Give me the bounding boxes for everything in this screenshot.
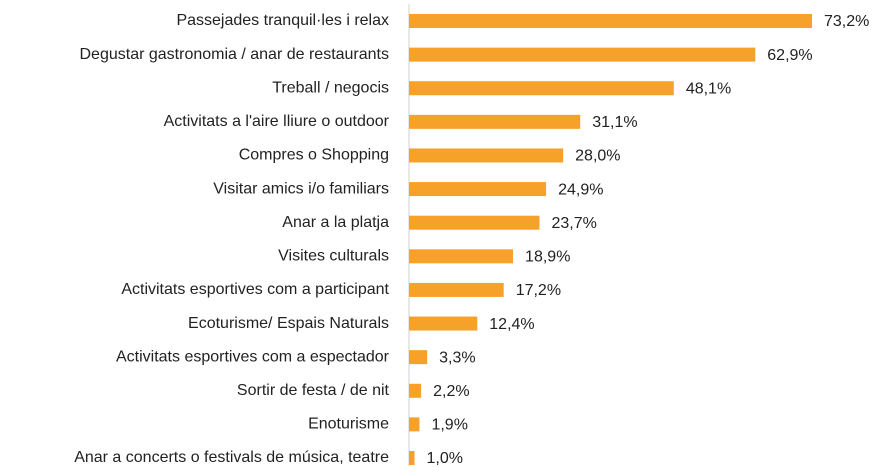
value-label: 23,7% bbox=[551, 215, 596, 232]
category-label: Activitats a l'aire lliure o outdoor bbox=[164, 113, 390, 130]
value-label: 31,1% bbox=[592, 114, 637, 131]
value-label: 18,9% bbox=[525, 249, 570, 266]
value-label: 12,4% bbox=[489, 316, 534, 333]
bar bbox=[409, 417, 420, 432]
bar bbox=[409, 249, 514, 264]
category-label: Treball / negocis bbox=[272, 79, 389, 96]
bar bbox=[409, 47, 756, 62]
bar bbox=[409, 14, 812, 28]
bar bbox=[409, 451, 415, 465]
category-label: Visites culturals bbox=[278, 248, 389, 265]
bar bbox=[409, 114, 581, 129]
bar bbox=[409, 215, 540, 230]
category-label: Ecoturisme/ Espais Naturals bbox=[188, 315, 389, 332]
category-label: Activitats esportives com a espectador bbox=[116, 348, 390, 365]
value-label: 1,9% bbox=[431, 417, 467, 434]
value-label: 73,2% bbox=[824, 13, 869, 30]
value-label: 2,2% bbox=[433, 383, 469, 400]
category-label: Compres o Shopping bbox=[239, 147, 389, 164]
value-label: 1,0% bbox=[427, 450, 463, 467]
bar bbox=[409, 350, 428, 365]
value-label: 62,9% bbox=[767, 47, 812, 64]
category-label: Anar a la platja bbox=[282, 214, 389, 231]
category-label: Anar a concerts o festivals de música, t… bbox=[74, 449, 389, 466]
bar bbox=[409, 383, 422, 398]
value-label: 24,9% bbox=[558, 181, 603, 198]
category-label: Sortir de festa / de nit bbox=[237, 382, 390, 399]
bar bbox=[409, 282, 504, 297]
value-label: 17,2% bbox=[516, 282, 561, 299]
category-label: Enoturisme bbox=[308, 416, 389, 433]
value-label: 48,1% bbox=[686, 80, 731, 97]
bar bbox=[409, 316, 478, 331]
value-label: 28,0% bbox=[575, 148, 620, 165]
bar bbox=[409, 148, 564, 163]
bar bbox=[409, 182, 547, 197]
category-label: Passejades tranquil·les i relax bbox=[176, 12, 389, 29]
value-label: 3,3% bbox=[439, 349, 475, 366]
category-label: Degustar gastronomia / anar de restauran… bbox=[80, 46, 390, 63]
category-label: Visitar amics i/o familiars bbox=[213, 180, 389, 197]
category-label: Activitats esportives com a participant bbox=[121, 281, 389, 298]
bar bbox=[409, 81, 674, 96]
